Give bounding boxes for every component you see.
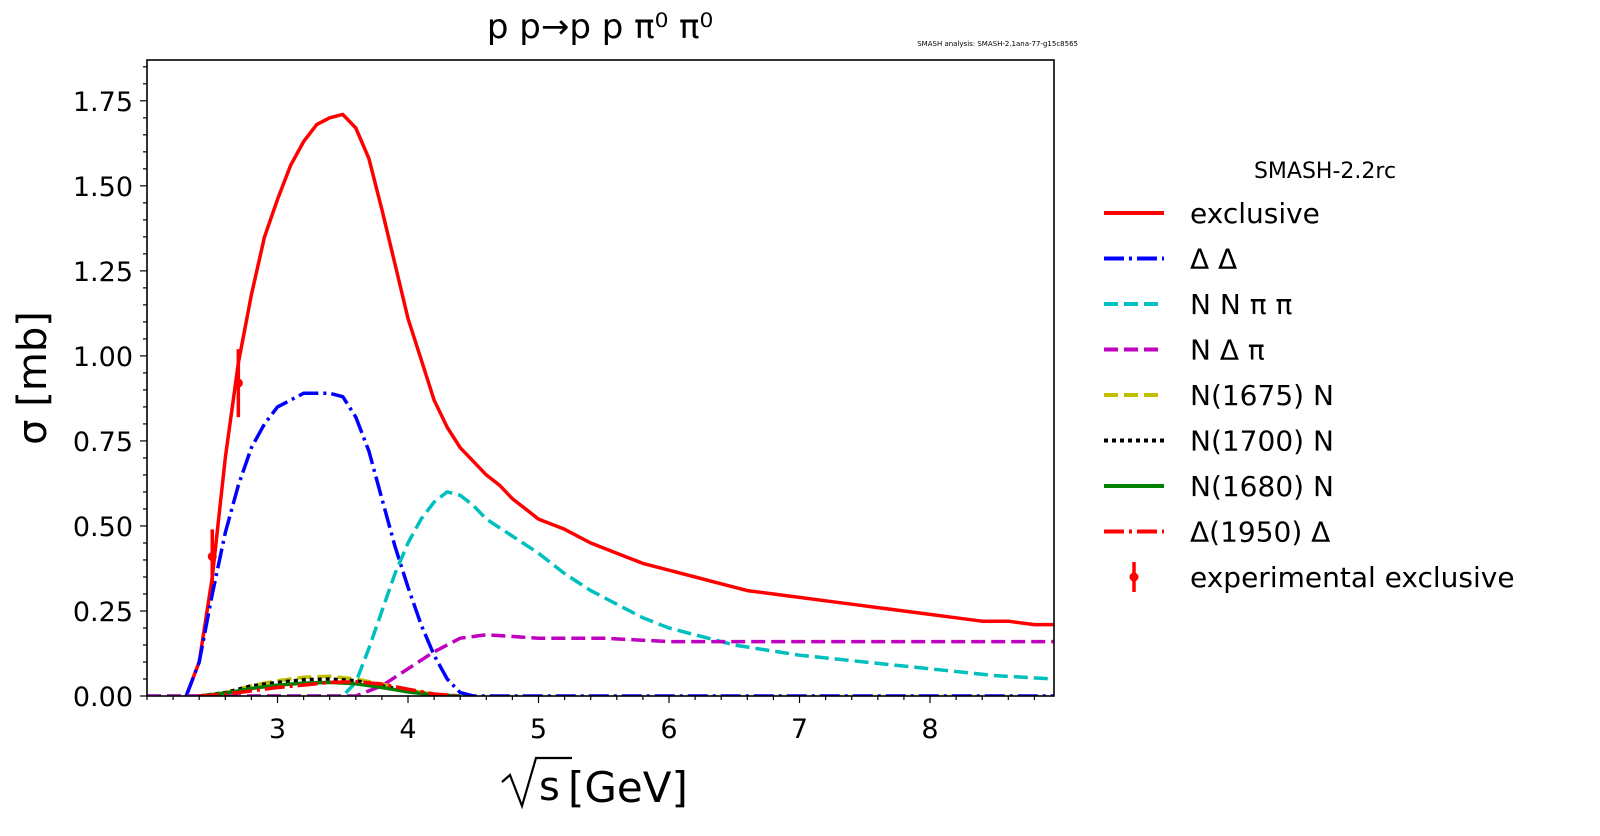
analysis-annotation: SMASH analysis: SMASH-2.1ana-77-g15c8565 xyxy=(917,40,1078,48)
legend-item: N(1700) N xyxy=(1104,425,1334,458)
legend-label: N Δ π xyxy=(1190,334,1265,367)
legend-item: N(1675) N xyxy=(1104,379,1334,412)
legend-item: N Δ π xyxy=(1104,334,1265,367)
legend-label: N(1700) N xyxy=(1190,425,1334,458)
x-axis-symbol: s xyxy=(539,764,560,810)
y-tick-label: 0.00 xyxy=(73,682,133,713)
series-line-1 xyxy=(184,391,1054,696)
x-tick-label: 5 xyxy=(530,714,547,745)
y-tick-label: 1.75 xyxy=(73,87,133,118)
legend-item: experimental exclusive xyxy=(1129,561,1515,594)
legend-label: N(1680) N xyxy=(1190,470,1334,503)
y-tick-label: 1.25 xyxy=(73,257,133,288)
x-tick-label: 8 xyxy=(921,714,938,745)
series-line-5 xyxy=(198,677,461,696)
series-line-2 xyxy=(147,490,1054,696)
y-tick-label: 0.25 xyxy=(73,597,133,628)
x-tick-label: 6 xyxy=(660,714,677,745)
legend-title: SMASH-2.2rc xyxy=(1254,159,1396,184)
series-line-7 xyxy=(199,679,461,696)
y-tick-label: 0.75 xyxy=(73,427,133,458)
x-tick-label: 3 xyxy=(269,714,286,745)
legend-item: N(1680) N xyxy=(1104,470,1334,503)
plot-frame xyxy=(146,59,1055,697)
x-axis: 3 4 5 6 7 8 xyxy=(146,696,1036,745)
legend: exclusive Δ Δ N N π π N Δ π N(1675) N N(1700)… xyxy=(1104,197,1515,594)
legend-item: Δ(1950) Δ xyxy=(1104,516,1330,549)
y-tick-label: 1.50 xyxy=(73,172,133,203)
plot-area xyxy=(147,112,1054,696)
y-tick-label: 1.00 xyxy=(73,342,133,373)
legend-marker-dot xyxy=(1129,572,1139,582)
chart-title: p p→p p π⁰ π⁰ xyxy=(487,7,713,47)
legend-item: Δ Δ xyxy=(1104,243,1237,276)
y-axis-label: σ [mb] xyxy=(10,311,56,445)
experimental-point-1 xyxy=(233,378,243,388)
x-tick-label: 7 xyxy=(791,714,808,745)
legend-label: N N π π xyxy=(1190,288,1292,321)
x-axis-title: s [GeV] xyxy=(501,756,688,812)
legend-item: N N π π xyxy=(1104,288,1292,321)
legend-label: Δ Δ xyxy=(1190,243,1237,276)
experimental-point-0 xyxy=(207,552,217,562)
series-line-0 xyxy=(184,112,1054,696)
legend-label: Δ(1950) Δ xyxy=(1190,516,1330,549)
legend-label: experimental exclusive xyxy=(1190,561,1515,594)
y-tick-label: 0.50 xyxy=(73,512,133,543)
y-axis: 0.00 0.25 0.50 0.75 1.00 1.25 1.50 1.75 xyxy=(73,66,147,713)
legend-item: exclusive xyxy=(1104,197,1320,230)
legend-label: N(1675) N xyxy=(1190,379,1334,412)
legend-label: exclusive xyxy=(1190,197,1320,230)
x-axis-label: [GeV] xyxy=(568,763,688,812)
x-tick-label: 4 xyxy=(399,714,416,745)
sqrt-symbol-icon xyxy=(501,756,572,810)
series-line-6 xyxy=(199,680,461,696)
series-line-3 xyxy=(147,633,1054,696)
